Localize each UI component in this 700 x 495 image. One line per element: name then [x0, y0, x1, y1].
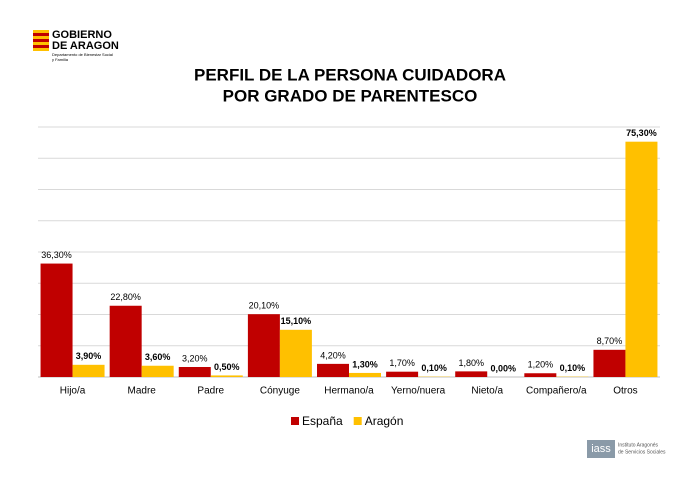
bar: [72, 364, 105, 377]
data-label: 4,20%: [320, 350, 346, 360]
data-label: 8,70%: [597, 336, 623, 346]
data-label: 1,30%: [352, 359, 378, 369]
data-label: 3,90%: [76, 351, 102, 361]
data-label: 15,10%: [281, 316, 312, 326]
bar: [141, 365, 174, 377]
logo-text: GOBIERNO: [52, 29, 112, 41]
bar: [593, 349, 626, 377]
bar: [455, 371, 488, 377]
data-label: 1,20%: [528, 360, 554, 370]
x-tick-label: Madre: [127, 386, 156, 397]
logo-subtext: Departamento de Bienestar Social: [52, 52, 113, 57]
bar: [524, 373, 557, 377]
x-tick-label: Hijo/a: [60, 386, 86, 397]
bar: [279, 329, 312, 377]
x-tick-label: Hermano/a: [324, 386, 374, 397]
bar: [210, 375, 243, 377]
legend-swatch: [353, 417, 362, 425]
x-tick-label: Cónyuge: [260, 386, 300, 397]
data-label: 0,50%: [214, 362, 240, 372]
data-label: 20,10%: [249, 301, 280, 311]
data-label: 1,70%: [389, 358, 415, 368]
data-label: 22,80%: [110, 292, 141, 302]
data-label: 1,80%: [458, 358, 484, 368]
chart-title: PERFIL DE LA PERSONA CUIDADORA: [194, 65, 506, 84]
bar: [178, 367, 211, 377]
government-logo: GOBIERNO DE ARAGON Departamento de Biene…: [33, 29, 119, 62]
chart-title: POR GRADO DE PARENTESCO: [223, 86, 478, 105]
data-label: 0,00%: [490, 363, 516, 373]
logo-subtext: y Familia: [52, 57, 69, 62]
x-tick-label: Compañero/a: [526, 386, 587, 397]
data-label: 0,10%: [421, 363, 447, 373]
bar: [40, 263, 73, 377]
x-tick-label: Padre: [197, 386, 224, 397]
data-label: 36,30%: [41, 250, 72, 260]
x-tick-label: Yerno/nuera: [391, 386, 446, 397]
logo-text: iass: [591, 443, 611, 455]
x-tick-label: Nieto/a: [471, 386, 503, 397]
bar: [386, 371, 419, 377]
legend-label: España: [302, 414, 343, 428]
logo-text: DE ARAGON: [52, 40, 119, 52]
bar: [349, 372, 381, 377]
bar: [247, 314, 280, 377]
bar: [317, 363, 349, 377]
legend-label: Aragón: [365, 414, 404, 428]
bar: [109, 305, 142, 377]
data-label: 75,30%: [626, 128, 657, 138]
legend-swatch: [291, 417, 299, 425]
logo-subtext: de Servicios Sociales: [618, 449, 666, 455]
logo-subtext: Instituto Aragonés: [618, 442, 659, 448]
institute-logo: iass Instituto Aragonés de Servicios Soc…: [587, 440, 666, 458]
bar: [625, 141, 658, 377]
x-tick-label: Otros: [613, 386, 637, 397]
data-label: 3,60%: [145, 352, 171, 362]
data-label: 0,10%: [560, 363, 586, 373]
data-label: 3,20%: [182, 353, 208, 363]
